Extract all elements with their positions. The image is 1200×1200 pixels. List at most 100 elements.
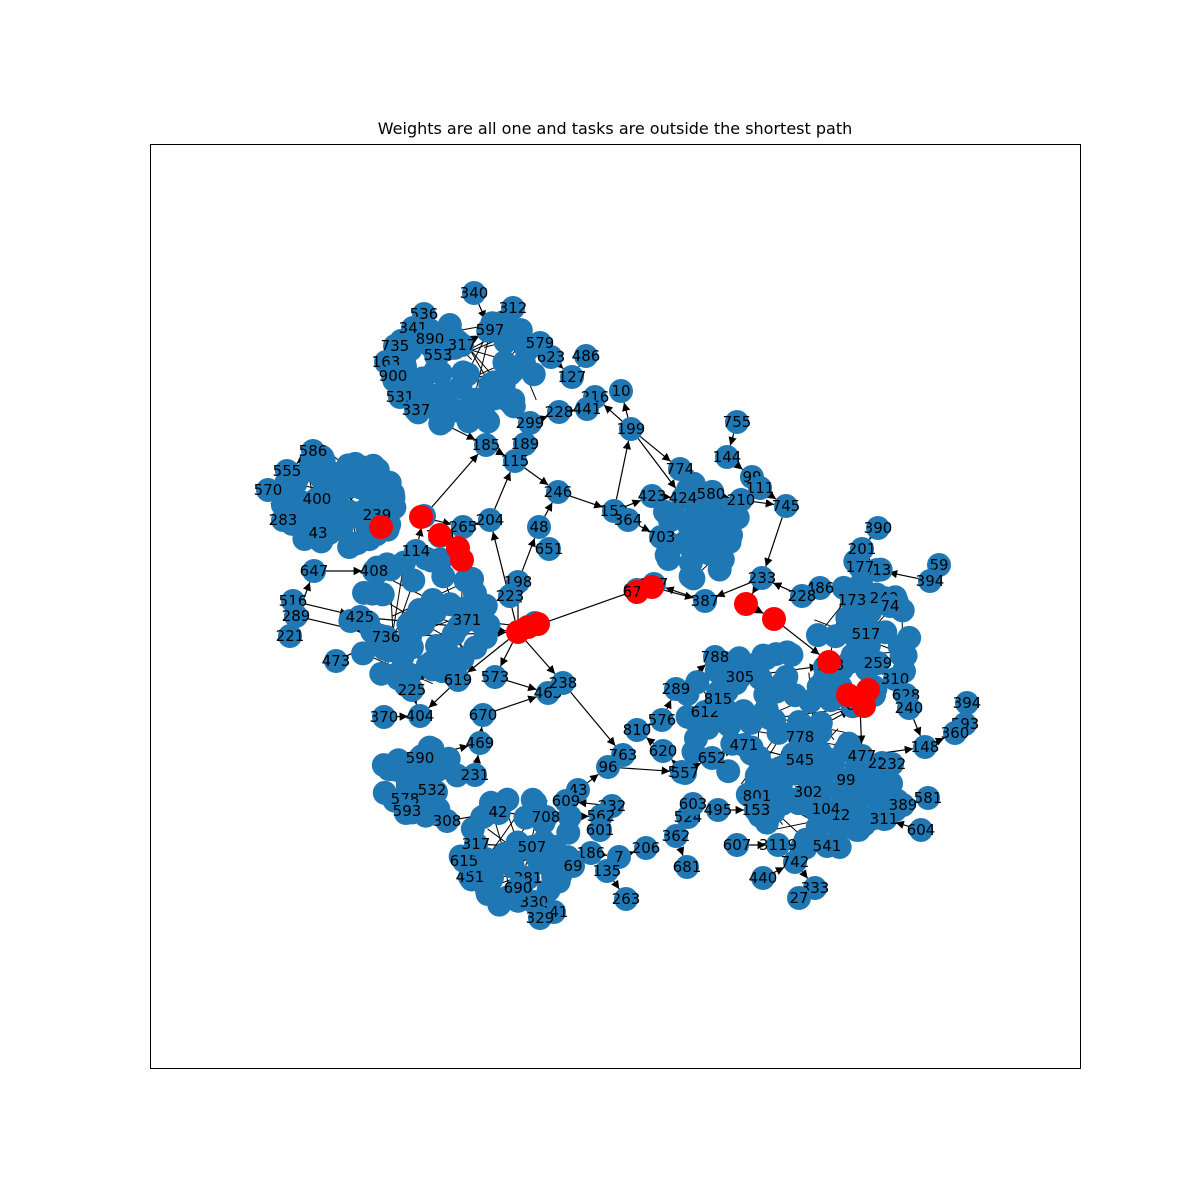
graph-node: 390 [864, 516, 892, 540]
graph-edge [715, 581, 752, 598]
graph-node: 593 [393, 799, 421, 823]
graph-edge [587, 773, 599, 784]
shortest-path-node [428, 523, 452, 547]
node-label: 308 [433, 812, 462, 830]
graph-node [475, 882, 500, 907]
graph-edge [544, 502, 553, 517]
graph-edge [754, 605, 764, 614]
graph-node: 265 [449, 515, 477, 539]
node-label: 263 [612, 890, 641, 908]
node-label: 104 [812, 800, 841, 818]
node-label: 742 [781, 853, 810, 871]
graph-node: 228 [545, 400, 573, 424]
node-label: 340 [460, 284, 489, 302]
graph-edge [431, 453, 479, 508]
node-label: 601 [586, 821, 615, 839]
node-label: 283 [269, 511, 298, 529]
graph-edge [861, 550, 871, 561]
graph-node: 810 [623, 718, 651, 742]
graph-edge [415, 527, 424, 540]
node-label: 394 [916, 572, 945, 590]
node-label: 311 [870, 810, 899, 828]
graph-edge [638, 523, 651, 533]
node-label: 329 [526, 909, 555, 927]
graph-edge [783, 625, 820, 656]
node-label: 736 [372, 628, 401, 646]
node-label: 473 [322, 652, 351, 670]
graph-node [351, 641, 376, 666]
node-label: 469 [466, 734, 495, 752]
graph-node: 619 [444, 668, 472, 692]
graph-node: 555 [273, 459, 301, 483]
graph-edge [645, 737, 656, 747]
graph-edge [895, 820, 910, 829]
graph-node [456, 409, 481, 434]
node-label: 96 [598, 758, 617, 776]
graph-node [390, 644, 415, 669]
graph-node: 424 [669, 486, 697, 510]
graph-edge [888, 570, 919, 580]
node-label: 199 [617, 420, 646, 438]
graph-node: 289 [282, 604, 311, 628]
node-label: 310 [881, 670, 910, 688]
graph-edge [494, 695, 537, 712]
node-label: 815 [704, 690, 733, 708]
graph-edge [428, 687, 450, 709]
node-label: 408 [360, 562, 389, 580]
graph-node [496, 388, 521, 413]
graph-node [445, 651, 470, 676]
node-label: 177 [846, 558, 875, 576]
graph-node: 553 [424, 343, 452, 367]
graph-node [783, 683, 808, 708]
graph-node [897, 625, 922, 650]
graph-node: 788 [701, 645, 729, 669]
node-label: 27 [789, 889, 808, 907]
node-label: 233 [748, 569, 777, 587]
node-label: 597 [476, 321, 505, 339]
node-label: 312 [499, 299, 528, 317]
graph-edge [538, 415, 548, 424]
graph-edge [868, 530, 878, 540]
graph-node: 755 [723, 410, 751, 434]
node-label: 425 [346, 608, 375, 626]
graph-node: 42 [486, 800, 510, 824]
graph-node [478, 372, 503, 397]
graph-node: 652 [698, 746, 726, 770]
graph-edge [733, 460, 744, 470]
graph-node: 579 [526, 331, 554, 355]
graph-node: 69 [561, 854, 585, 878]
graph-edge [720, 491, 730, 501]
graph-node: 690 [504, 876, 533, 900]
node-label: 690 [504, 879, 533, 897]
shortest-path-node [369, 515, 393, 539]
node-label: 289 [282, 607, 311, 625]
shortest-path-node [526, 612, 550, 636]
graph-node: 541 [813, 834, 841, 858]
node-label: 423 [638, 487, 667, 505]
graph-node: 289 [662, 677, 690, 701]
graph-node [453, 568, 478, 593]
node-label: 774 [666, 460, 695, 478]
graph-node: 408 [360, 559, 389, 583]
graph-edge [912, 718, 922, 737]
graph-node: 473 [322, 649, 351, 673]
graph-node: 177 [846, 555, 875, 579]
node-label: 517 [852, 625, 881, 643]
node-label: 651 [535, 540, 564, 558]
node-label: 173 [838, 591, 867, 609]
graph-node: 370 [370, 705, 398, 729]
graph-node [322, 502, 347, 527]
node-label: 703 [647, 528, 676, 546]
graph-node: 532 [418, 778, 446, 802]
graph-node: 199 [617, 417, 646, 441]
graph-edge [639, 436, 672, 462]
graph-node: 441 [573, 397, 601, 421]
graph-node [770, 791, 795, 816]
graph-node: 238 [549, 671, 577, 695]
node-label: 404 [406, 707, 435, 725]
node-label: 495 [704, 801, 733, 819]
node-label: 360 [941, 724, 970, 742]
graph-node: 604 [907, 818, 935, 842]
graph-node: 581 [914, 786, 942, 810]
figure-title: Weights are all one and tasks are outsid… [377, 119, 853, 138]
